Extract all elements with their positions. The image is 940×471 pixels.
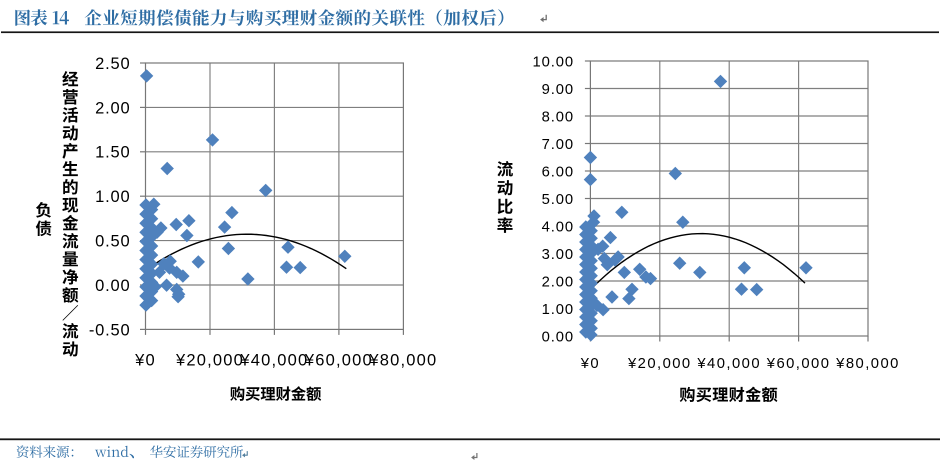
svg-text:¥40,000: ¥40,000 <box>696 356 761 372</box>
svg-text:2.00: 2.00 <box>95 99 130 117</box>
svg-text:1.00: 1.00 <box>542 302 574 318</box>
svg-text:¥60,000: ¥60,000 <box>766 356 831 372</box>
svg-text:2.50: 2.50 <box>95 55 130 73</box>
svg-text:¥40,000: ¥40,000 <box>239 352 308 370</box>
svg-text:0.00: 0.00 <box>542 329 574 345</box>
svg-text:6.00: 6.00 <box>542 164 574 180</box>
svg-text:0.00: 0.00 <box>95 277 130 295</box>
svg-text:1.50: 1.50 <box>95 144 130 162</box>
svg-text:8.00: 8.00 <box>542 109 574 125</box>
svg-text:3.00: 3.00 <box>542 247 574 263</box>
svg-text:-0.50: -0.50 <box>89 321 131 339</box>
svg-text:¥80,000: ¥80,000 <box>835 356 900 372</box>
svg-text:1.00: 1.00 <box>95 188 130 206</box>
svg-text:9.00: 9.00 <box>542 82 574 98</box>
svg-text:¥20,000: ¥20,000 <box>175 352 244 370</box>
svg-text:¥0: ¥0 <box>134 352 156 370</box>
svg-text:0.50: 0.50 <box>95 233 130 251</box>
svg-text:¥20,000: ¥20,000 <box>627 356 692 372</box>
svg-text:4.00: 4.00 <box>542 219 574 235</box>
svg-text:5.00: 5.00 <box>542 192 574 208</box>
svg-text:¥60,000: ¥60,000 <box>304 352 373 370</box>
svg-text:2.00: 2.00 <box>542 274 574 290</box>
svg-text:7.00: 7.00 <box>542 137 574 153</box>
svg-text:10.00: 10.00 <box>532 54 574 70</box>
svg-text:¥80,000: ¥80,000 <box>368 352 437 370</box>
svg-text:¥0: ¥0 <box>580 356 600 372</box>
